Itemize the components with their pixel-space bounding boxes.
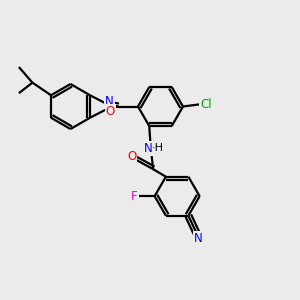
Text: N: N bbox=[194, 232, 203, 245]
Text: N: N bbox=[144, 142, 153, 155]
Text: O: O bbox=[127, 150, 136, 163]
Text: N: N bbox=[105, 95, 114, 108]
Text: Cl: Cl bbox=[200, 98, 212, 111]
Text: F: F bbox=[131, 190, 138, 203]
Text: O: O bbox=[106, 105, 115, 118]
Text: ·H: ·H bbox=[152, 143, 164, 153]
